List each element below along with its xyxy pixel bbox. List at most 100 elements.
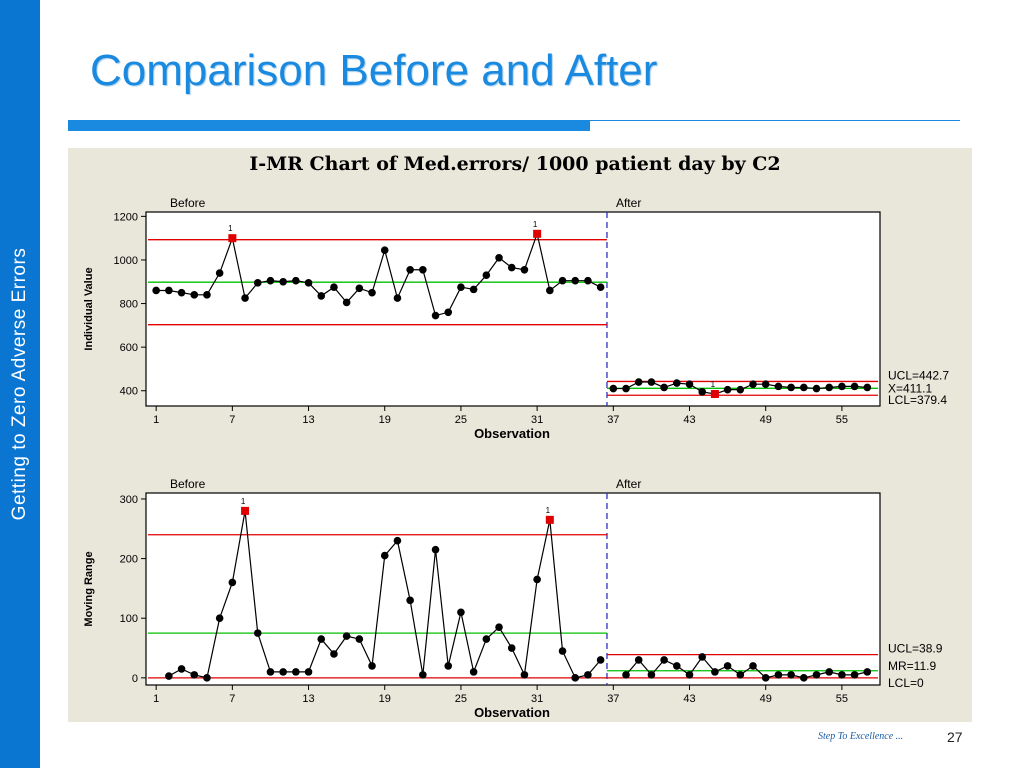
individual-data-point	[406, 265, 414, 274]
moving-range-y-tick-label: 300	[120, 494, 138, 506]
individual-x-tick-label: 25	[455, 414, 467, 426]
moving-range-data-point	[215, 614, 224, 623]
moving-range-data-point	[317, 635, 326, 643]
individual-data-point	[685, 380, 694, 389]
individual-data-point	[736, 385, 745, 394]
individual-x-tick-label: 7	[229, 414, 235, 426]
moving-range-data-point	[761, 674, 770, 682]
individual-flagged-point	[228, 234, 237, 243]
individual-flag-marker: 1	[228, 224, 233, 233]
individual-data-point	[203, 291, 211, 299]
moving-range-x-tick-label: 49	[760, 693, 772, 705]
individual-data-point	[165, 286, 173, 295]
individual-stage-label-after: After	[616, 196, 641, 210]
individual-x-tick-label: 49	[760, 414, 772, 426]
individual-data-point	[507, 263, 516, 272]
moving-range-data-point	[774, 671, 783, 679]
moving-range-data-point	[584, 671, 592, 679]
moving-range-x-tick-label: 1	[153, 693, 159, 705]
moving-range-data-point	[406, 596, 414, 605]
individual-data-point	[850, 382, 859, 391]
moving-range-stage-label-before: Before	[170, 477, 206, 491]
individual-data-point	[444, 308, 453, 317]
moving-range-data-point	[850, 671, 859, 679]
moving-range-data-point	[533, 575, 541, 584]
moving-range-data-point	[482, 635, 491, 643]
moving-range-data-point	[520, 671, 529, 679]
moving-range-data-point	[292, 668, 300, 676]
individual-data-point	[482, 271, 491, 280]
individual-data-point	[190, 291, 199, 299]
individual-x-tick-label: 13	[302, 414, 314, 426]
individual-data-point	[609, 384, 618, 393]
chart-title: I-MR Chart of Med.errors/ 1000 patient d…	[249, 153, 780, 175]
individual-data-point	[330, 283, 338, 292]
individual-data-point	[368, 288, 376, 297]
moving-range-x-tick-label: 31	[531, 693, 543, 705]
moving-range-data-point	[431, 545, 440, 554]
individual-flag-marker: 1	[533, 220, 538, 229]
moving-range-data-point	[787, 671, 795, 679]
moving-range-data-point	[393, 536, 402, 545]
individual-limit-label-ucl: UCL=442.7	[888, 368, 949, 382]
individual-data-point	[647, 378, 656, 386]
moving-range-flagged-point	[241, 506, 250, 515]
moving-range-data-point	[558, 647, 567, 655]
moving-range-data-point	[380, 551, 389, 560]
moving-range-plot-frame	[145, 492, 881, 686]
moving-range-data-point	[228, 578, 237, 587]
individual-data-point	[419, 265, 427, 274]
moving-range-data-point	[660, 656, 668, 664]
moving-range-x-tick-label: 19	[379, 693, 391, 705]
individual-y-axis-title: Individual Value	[83, 267, 95, 350]
individual-data-point	[279, 277, 287, 286]
imr-chart: I-MR Chart of Med.errors/ 1000 patient d…	[83, 153, 949, 720]
moving-range-data-point	[469, 668, 478, 676]
moving-range-data-point	[457, 608, 465, 617]
individual-x-tick-label: 31	[531, 414, 543, 426]
title-underline-thin	[590, 120, 960, 121]
moving-range-data-point	[812, 671, 821, 679]
moving-range-y-tick-label: 0	[132, 673, 138, 685]
individual-data-point	[317, 292, 326, 300]
individual-data-point	[520, 265, 529, 274]
moving-range-x-axis-title: Observation	[474, 705, 550, 720]
moving-range-x-tick-label: 43	[683, 693, 695, 705]
moving-range-data-point	[342, 632, 351, 640]
individual-data-point	[800, 383, 808, 392]
individual-data-point	[355, 284, 364, 293]
moving-range-data-point	[622, 671, 630, 679]
individual-flagged-point	[533, 229, 542, 238]
individual-data-point	[660, 383, 668, 392]
individual-limit-label-center: X=411.1	[888, 381, 932, 395]
moving-range-y-tick-label: 100	[120, 613, 138, 625]
moving-range-data-point	[647, 671, 656, 679]
individual-data-point	[596, 283, 605, 292]
moving-range-data-point	[596, 656, 605, 664]
individual-data-point	[546, 286, 554, 295]
moving-range-data-point	[825, 668, 834, 676]
sidebar-band: Getting to Zero Adverse Errors	[0, 0, 40, 768]
moving-range-data-point	[673, 662, 681, 670]
moving-range-data-point	[368, 662, 376, 670]
moving-range-data-point	[838, 671, 846, 679]
individual-data-point	[469, 285, 478, 294]
moving-range-x-tick-label: 7	[229, 693, 235, 705]
individual-limit-label-lcl: LCL=379.4	[888, 393, 947, 407]
moving-range-limit-label-ucl: UCL=38.9	[888, 642, 943, 656]
moving-range-flagged-point	[545, 515, 554, 524]
individual-data-point	[292, 276, 300, 285]
individual-y-tick-label: 400	[120, 386, 138, 398]
individual-data-point	[761, 380, 770, 389]
individual-x-tick-label: 55	[836, 414, 848, 426]
individual-plot-frame	[145, 211, 881, 407]
individual-data-point	[698, 388, 707, 396]
individual-data-point	[457, 283, 465, 292]
moving-range-data-point	[165, 672, 173, 680]
individual-x-tick-label: 1	[153, 414, 159, 426]
individual-data-point	[393, 294, 402, 302]
moving-range-x-tick-label: 37	[607, 693, 619, 705]
individual-data-point	[634, 378, 643, 386]
moving-range-data-point	[495, 623, 503, 631]
individual-data-point	[558, 276, 567, 285]
